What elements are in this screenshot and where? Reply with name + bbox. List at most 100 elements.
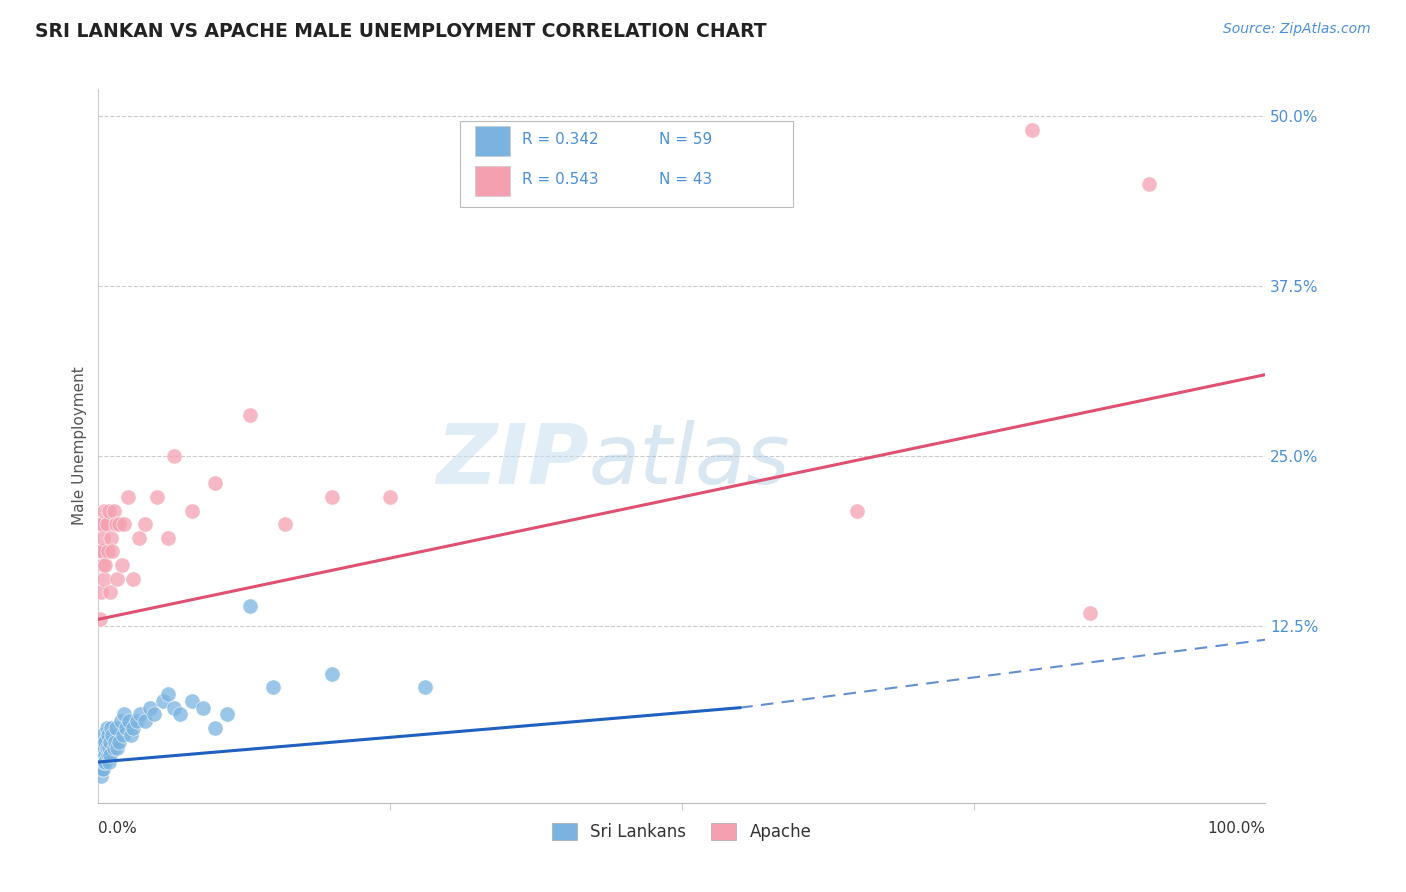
Point (128, 531, 150, 545)
Point (90, 585, 112, 599)
Point (93, 734, 115, 748)
Point (146, 490, 169, 504)
Point (105, 741, 128, 756)
Point (204, 721, 226, 735)
Point (89, 755, 111, 769)
Point (97, 748, 120, 763)
Point (134, 517, 156, 532)
Point (129, 707, 152, 722)
Text: ZIP: ZIP (436, 420, 589, 500)
Text: atlas: atlas (589, 420, 790, 500)
Point (90, 544, 112, 558)
Point (98, 734, 121, 748)
Text: 100.0%: 100.0% (1208, 821, 1265, 836)
Point (321, 666, 343, 681)
Point (118, 714, 141, 729)
Point (413, 680, 436, 694)
Point (96, 741, 118, 756)
Point (89, 612, 111, 626)
Point (101, 728, 124, 742)
Legend: Sri Lankans, Apache: Sri Lankans, Apache (546, 816, 818, 848)
Point (93, 748, 115, 763)
Point (115, 721, 138, 735)
Text: R = 0.543: R = 0.543 (522, 172, 599, 187)
Point (163, 700, 186, 714)
Point (613, 136, 636, 151)
Point (90, 762, 112, 776)
Point (94, 734, 117, 748)
Point (98, 585, 121, 599)
Point (93, 503, 115, 517)
Point (122, 572, 145, 586)
Point (105, 572, 128, 586)
Point (93, 755, 115, 769)
Point (163, 449, 186, 463)
Point (139, 700, 162, 714)
Point (152, 694, 174, 708)
Point (100, 721, 122, 735)
Point (104, 734, 127, 748)
Point (90, 755, 112, 769)
Point (89, 762, 111, 776)
Point (321, 490, 343, 504)
Text: N = 59: N = 59 (658, 132, 711, 146)
Point (90, 741, 112, 756)
Point (91, 531, 114, 545)
Point (110, 714, 132, 729)
Point (846, 503, 869, 517)
Point (90, 728, 112, 742)
Point (100, 531, 122, 545)
Point (96, 721, 118, 735)
Point (380, 490, 402, 504)
Point (157, 687, 180, 701)
Point (204, 476, 226, 491)
Point (104, 721, 127, 735)
Point (90, 517, 112, 532)
Point (103, 503, 125, 517)
Point (111, 558, 134, 572)
Point (122, 721, 145, 735)
Point (193, 700, 215, 714)
Point (90, 734, 112, 748)
Point (104, 517, 127, 532)
Point (134, 714, 156, 729)
Point (97, 544, 120, 558)
Text: 0.0%: 0.0% (98, 821, 138, 836)
Y-axis label: Male Unemployment: Male Unemployment (72, 367, 87, 525)
Point (97, 503, 120, 517)
Point (91, 755, 114, 769)
Point (91, 748, 114, 763)
Point (125, 714, 148, 729)
Point (239, 599, 262, 613)
Point (103, 741, 125, 756)
Point (730, 178, 752, 192)
Point (169, 707, 191, 722)
Point (93, 572, 115, 586)
Point (239, 409, 262, 423)
Point (143, 707, 166, 722)
Point (90, 748, 112, 763)
Point (496, 163, 519, 178)
Text: R = 0.342: R = 0.342 (522, 132, 599, 146)
Point (112, 517, 135, 532)
Point (89, 544, 111, 558)
Point (91, 762, 114, 776)
Text: SRI LANKAN VS APACHE MALE UNEMPLOYMENT CORRELATION CHART: SRI LANKAN VS APACHE MALE UNEMPLOYMENT C… (35, 22, 766, 41)
Point (180, 503, 202, 517)
Text: N = 43: N = 43 (658, 172, 711, 187)
Point (262, 680, 284, 694)
Point (157, 531, 180, 545)
Point (94, 558, 117, 572)
Point (1021, 123, 1043, 137)
FancyBboxPatch shape (475, 126, 510, 155)
Point (96, 517, 118, 532)
Point (97, 741, 120, 756)
Point (91, 558, 114, 572)
Point (108, 734, 131, 748)
Point (180, 694, 202, 708)
Point (1080, 606, 1102, 620)
Point (1137, 178, 1160, 192)
Point (97, 755, 120, 769)
FancyBboxPatch shape (460, 121, 793, 207)
Point (215, 707, 238, 722)
